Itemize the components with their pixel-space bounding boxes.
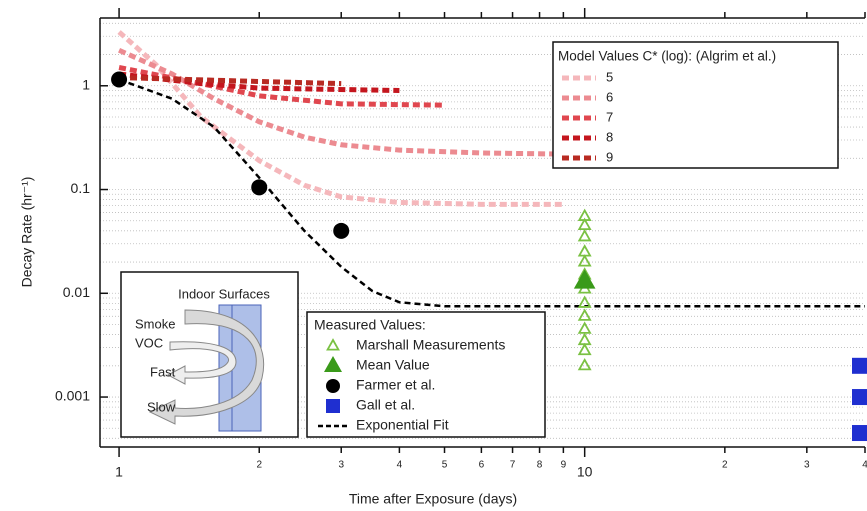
y-tick-label: 0.001 <box>55 388 90 404</box>
y-tick-label: 1 <box>82 76 90 92</box>
model-legend: Model Values C* (log): (Algrim et al.) 5 6… <box>552 41 839 169</box>
model-line <box>118 71 400 94</box>
legend-frame <box>306 311 546 438</box>
x-tick-label: 10 <box>577 464 593 480</box>
model-line <box>118 47 559 157</box>
marshall-marker <box>577 229 592 242</box>
legend-title: Measured Values: <box>314 317 426 333</box>
legend-swatch <box>326 379 340 393</box>
inset-label: Slow <box>147 399 176 414</box>
inset-label: VOC <box>135 335 163 350</box>
x-tick-label: 7 <box>510 460 516 471</box>
marshall-marker <box>577 254 592 267</box>
legend-entry: 8 <box>606 129 613 144</box>
model-line <box>117 30 564 207</box>
farmer-marker <box>333 222 350 239</box>
inset-label: Smoke <box>135 316 175 331</box>
x-tick-label: 5 <box>442 460 448 471</box>
x-tick-label: 6 <box>479 460 485 471</box>
y-axis-label: Decay Rate (hr⁻¹) <box>19 177 35 288</box>
marshall-marker <box>577 357 592 371</box>
legend-entry: 6 <box>606 89 613 104</box>
farmer-marker <box>111 71 128 88</box>
legend-title: Model Values C* (log): (Algrim et al.) <box>558 49 776 64</box>
legend-entry: Gall et al. <box>356 397 415 413</box>
legend-entry: 5 <box>606 69 613 84</box>
x-tick-label: 4 <box>862 460 867 471</box>
farmer-marker <box>251 179 268 196</box>
x-tick-label: 2 <box>722 460 728 471</box>
marshall-marker <box>577 295 592 308</box>
gall-marker <box>852 389 867 406</box>
measured-legend: Measured Values: Marshall Measurements Mea… <box>306 311 546 438</box>
x-tick-label: 1 <box>115 464 123 480</box>
model-line <box>119 75 342 87</box>
marshall-marker <box>577 244 592 257</box>
x-tick-label: 3 <box>338 460 344 471</box>
slow-arrow <box>148 309 265 425</box>
legend-swatch <box>324 356 342 372</box>
legend-entry: Farmer et al. <box>356 377 435 393</box>
x-tick-label: 3 <box>804 460 810 471</box>
model-line <box>118 65 445 108</box>
x-tick-label: 2 <box>256 460 262 471</box>
legend-swatch <box>326 338 340 351</box>
marshall-marker <box>577 332 592 346</box>
legend-entry: Mean Value <box>356 357 430 373</box>
marshall-marker <box>577 342 592 356</box>
gall-marker <box>852 425 867 442</box>
y-tick-label: 0.01 <box>63 284 90 300</box>
inset-label: Fast <box>150 364 176 379</box>
inset-title: Indoor Surfaces <box>178 286 270 301</box>
legend-swatch <box>326 399 340 413</box>
fast-arrow <box>166 341 237 385</box>
legend-entry: 9 <box>606 149 613 164</box>
legend-entry: 7 <box>606 109 613 124</box>
legend-entry: Marshall Measurements <box>356 337 505 353</box>
inset-diagram: Indoor Surfaces Smoke VOC Fast Slow <box>120 271 299 438</box>
gall-marker <box>852 357 867 374</box>
fit-line <box>118 78 865 308</box>
legend-frame <box>552 41 839 169</box>
x-tick-label: 8 <box>537 460 543 471</box>
x-axis-label: Time after Exposure (days) <box>349 491 517 507</box>
y-tick-label: 0.1 <box>71 180 91 196</box>
mean-marker <box>573 269 596 289</box>
x-tick-label: 4 <box>397 460 403 471</box>
x-tick-label: 9 <box>561 460 567 471</box>
legend-entry: Exponential Fit <box>356 417 449 433</box>
marshall-marker <box>577 308 592 321</box>
